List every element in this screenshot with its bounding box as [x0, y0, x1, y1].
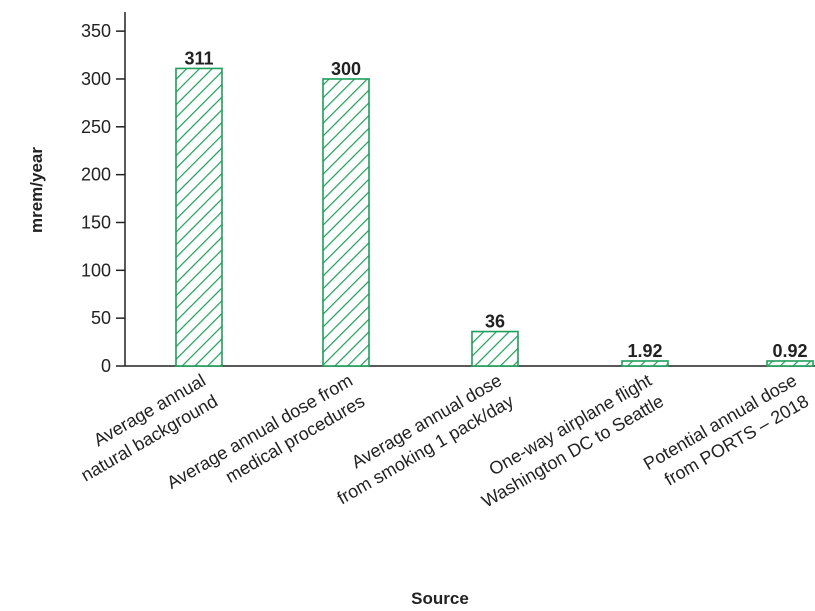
y-tick-label: 50 [91, 308, 111, 328]
y-tick-label: 100 [81, 260, 111, 280]
y-axis: 0 50 100 150 200 250 300 350 [81, 12, 126, 376]
data-label: 36 [485, 312, 505, 332]
data-label: 300 [331, 59, 361, 79]
data-label: 0.92 [772, 341, 807, 361]
y-tick-label: 350 [81, 21, 111, 41]
y-ticks: 0 50 100 150 200 250 300 350 [81, 21, 125, 376]
y-tick-label: 250 [81, 117, 111, 137]
y-tick-label: 0 [101, 356, 111, 376]
data-labels: 311 300 36 1.92 0.92 [184, 48, 807, 361]
y-tick-label: 150 [81, 212, 111, 232]
data-label: 1.92 [627, 341, 662, 361]
bars [175, 67, 814, 367]
bar [621, 360, 669, 367]
x-axis-title: Source [411, 589, 469, 608]
bar [322, 78, 370, 367]
data-label: 311 [184, 48, 213, 68]
bar [766, 360, 814, 367]
y-tick-label: 200 [81, 165, 111, 185]
y-axis-title: mrem/year [27, 147, 46, 233]
y-tick-label: 300 [81, 69, 111, 89]
bar [175, 67, 223, 367]
bar [471, 330, 519, 367]
